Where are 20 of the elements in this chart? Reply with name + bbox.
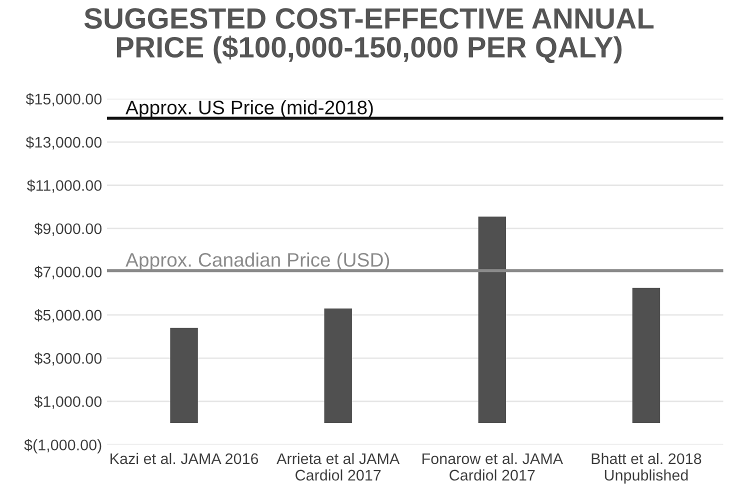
y-tick-label: $(1,000.00): [24, 438, 102, 454]
y-tick-label: $13,000.00: [26, 136, 102, 150]
bar: [478, 216, 506, 423]
y-tick-label: $3,000.00: [34, 352, 102, 366]
ref-line-label: Approx. US Price (mid-2018): [126, 100, 373, 118]
bar: [170, 328, 198, 423]
x-tick-label: Kazi et al. JAMA 2016: [110, 452, 258, 464]
y-tick-label: $7,000.00: [34, 266, 102, 280]
y-tick-label: $9,000.00: [34, 222, 102, 236]
bar: [632, 288, 660, 423]
y-tick-label: $15,000.00: [26, 93, 102, 106]
x-tick-label: Fonarow et al. JAMA Cardiol 2017: [422, 452, 564, 481]
ref-line-label: Approx. Canadian Price (USD): [126, 252, 390, 271]
x-tick-label: Bhatt et al. 2018 Unpublished: [592, 452, 702, 484]
y-tick-label: $5,000.00: [34, 309, 102, 322]
y-tick-label: $1,000.00: [34, 396, 102, 409]
y-tick-label: $11,000.00: [26, 179, 102, 193]
chart-title: SUGGESTED COST-EFFECTIVE ANNUAL PRICE ($100,000-150,000 PER QALY): [84, 8, 654, 64]
x-tick-label: Arrieta et al JAMA Cardiol 2017: [276, 452, 400, 481]
bar: [324, 308, 352, 423]
